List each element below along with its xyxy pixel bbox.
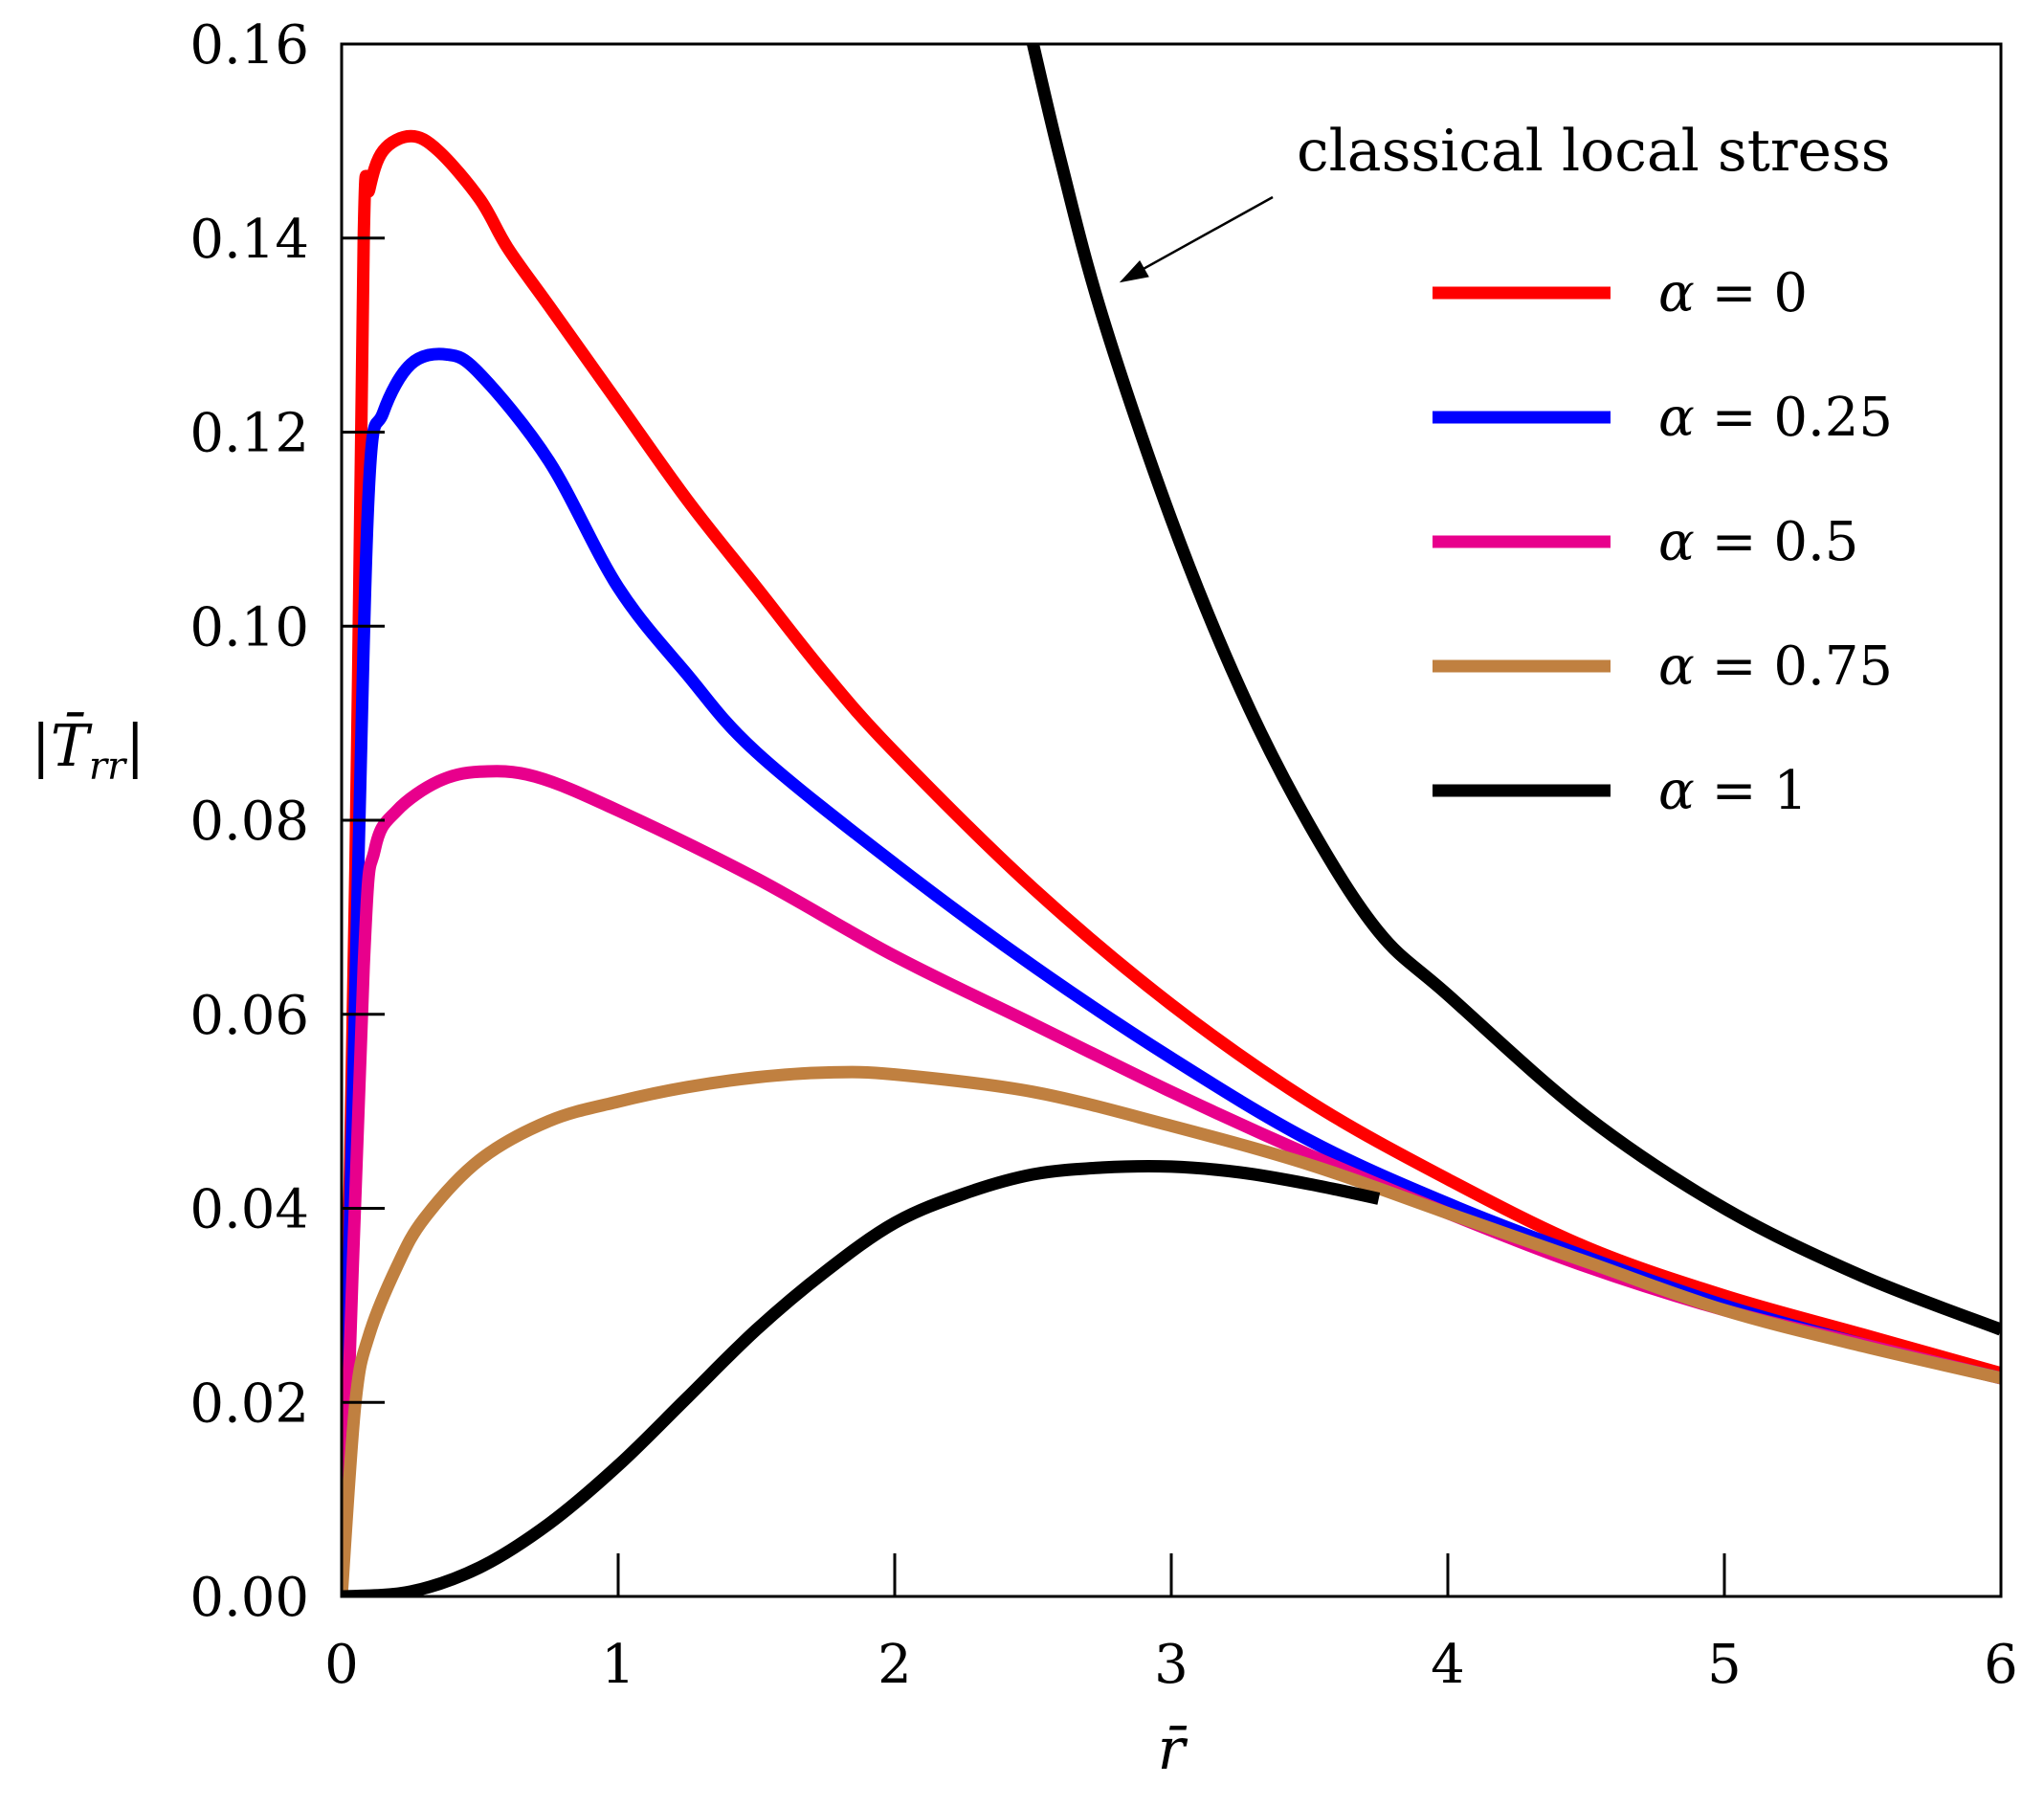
ticks-layer: 0 1 2 3 4 5 6 0.00 0.02 0.04 0.06 0.08 0.10 0.12 0.14 0…: [189, 14, 2018, 1696]
y-tick-label: 0.06: [189, 985, 309, 1047]
legend-label: α = 0: [1658, 262, 1808, 324]
annotation-text: classical local stress: [1297, 118, 1891, 185]
y-tick-label: 0.04: [189, 1179, 309, 1241]
x-tick-label: 5: [1707, 1634, 1742, 1696]
series-line--1: [342, 1160, 1381, 1596]
x-tick-label: 3: [1154, 1634, 1189, 1696]
y-tick-label: 0.16: [189, 14, 309, 77]
x-tick-label: 6: [1984, 1634, 2018, 1696]
x-tick-label: 1: [601, 1634, 635, 1696]
x-tick-label: 4: [1431, 1634, 1465, 1696]
annotation: classical local stress: [1119, 118, 1891, 283]
legend: α = 0 α = 0.25 α = 0.5 α = 0.75 α = 1: [1433, 262, 1893, 822]
y-axis-label: |T̄rr|: [32, 712, 145, 789]
y-tick-label: 0.10: [189, 596, 309, 658]
x-axis-label: r̄: [1158, 1716, 1189, 1783]
x-tick-label: 0: [324, 1634, 359, 1696]
series-line--0.5: [342, 765, 2001, 1596]
y-tick-label: 0.12: [189, 403, 309, 465]
legend-label: α = 0.5: [1658, 511, 1858, 573]
annotation-arrowhead: [1119, 259, 1149, 283]
x-tick-label: 2: [878, 1634, 912, 1696]
y-tick-label: 0.08: [189, 791, 309, 853]
y-axis-label-sub: rr: [89, 745, 128, 789]
y-axis-label-main: |T̄: [32, 712, 93, 780]
series-line-classical-local-stress: [1027, 44, 2001, 1336]
series-line--0.75: [342, 1065, 2001, 1596]
annotation-arrow-line: [1128, 195, 1274, 279]
y-tick-label: 0.00: [189, 1567, 309, 1629]
legend-label: α = 0.75: [1658, 636, 1893, 698]
series-line--0: [342, 129, 2001, 1596]
legend-label: α = 0.25: [1658, 387, 1893, 449]
y-axis-label-bar: |: [125, 713, 144, 780]
y-tick-label: 0.02: [189, 1372, 309, 1435]
y-tick-label: 0.14: [189, 209, 309, 271]
series-layer: [342, 44, 2001, 1596]
legend-label: α = 1: [1658, 760, 1808, 822]
